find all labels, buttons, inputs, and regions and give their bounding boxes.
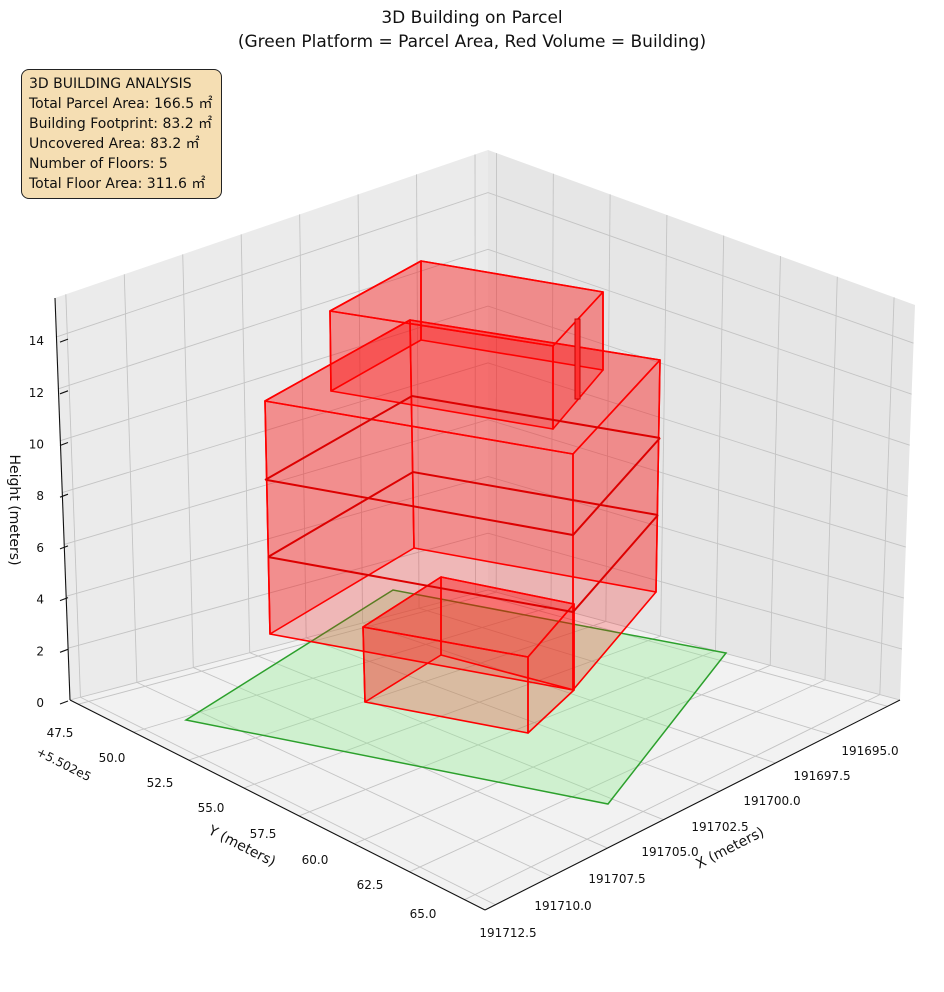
z-tick-label: 12 xyxy=(29,386,44,400)
z-gridline xyxy=(69,589,901,701)
y-gridline xyxy=(298,650,716,817)
x-gridline xyxy=(418,607,832,736)
y-tick-label: 55.0 xyxy=(198,801,225,815)
building-face xyxy=(362,576,575,658)
z-gridline xyxy=(60,305,910,446)
y-gridline xyxy=(354,664,771,845)
y-gridline xyxy=(824,276,838,680)
z-gridline xyxy=(67,532,903,650)
z-tick xyxy=(59,597,69,602)
z-axis-label: Height (meters) xyxy=(6,454,22,565)
x-tick-label: 191695.0 xyxy=(841,744,898,758)
x-axis-line xyxy=(484,699,901,911)
z-tick-label: 2 xyxy=(36,644,44,658)
y-gridline xyxy=(769,256,781,666)
z-tick xyxy=(59,648,69,653)
info-line: Uncovered Area: 83.2 ㎡ xyxy=(29,136,200,152)
z-gridline xyxy=(64,419,906,548)
z-gridline xyxy=(58,248,912,395)
x-tick-label: 191707.5 xyxy=(588,872,645,886)
z-gridline xyxy=(56,192,914,344)
info-line: Building Footprint: 83.2 ㎡ xyxy=(29,116,213,132)
y-tick-label: 62.5 xyxy=(357,878,384,892)
info-box: 3D BUILDING ANALYSIS Total Parcel Area: … xyxy=(21,69,222,199)
x-gridline xyxy=(475,592,888,707)
x-gridline xyxy=(182,254,194,668)
y-gridline xyxy=(550,173,554,607)
floor-line xyxy=(267,514,659,614)
z-tick xyxy=(59,441,69,447)
x-tick-label: 191700.0 xyxy=(743,794,800,808)
y-tick-label: 60.0 xyxy=(302,853,329,867)
chart-title: 3D Building on Parcel xyxy=(381,8,563,28)
z-tick-label: 8 xyxy=(36,489,44,503)
z-tick xyxy=(59,545,69,550)
x-tick-label: 191710.0 xyxy=(534,899,591,913)
x-gridline xyxy=(249,652,664,821)
chart-subtitle: (Green Platform = Parcel Area, Red Volum… xyxy=(237,32,707,52)
floor-pane xyxy=(70,590,900,910)
y-tick-label: 52.5 xyxy=(147,776,174,790)
building-face xyxy=(329,260,604,347)
info-line: Total Parcel Area: 166.5 ㎡ xyxy=(29,96,213,112)
x-gridline xyxy=(80,696,496,906)
y-tick-label: 57.5 xyxy=(250,827,277,841)
z-gridline xyxy=(66,475,904,599)
z-axis-line xyxy=(54,297,71,701)
y-gridline xyxy=(464,694,881,901)
y-gridline xyxy=(879,297,895,695)
z-tick xyxy=(59,700,69,705)
x-gridline xyxy=(240,234,251,653)
y-gridline xyxy=(409,679,826,873)
x-gridline xyxy=(65,294,81,698)
x-gridline xyxy=(123,274,138,683)
x-gridline xyxy=(357,194,364,624)
x-tick-label: 191705.0 xyxy=(641,845,698,859)
y-tick-label: 50.0 xyxy=(99,751,126,765)
z-tick-label: 0 xyxy=(36,696,44,710)
z-tick xyxy=(59,390,69,395)
y-gridline xyxy=(714,235,725,651)
y-offset-text: +5.502e5 xyxy=(34,745,93,784)
y-gridline xyxy=(660,214,668,637)
x-gridline xyxy=(306,637,720,792)
x-gridline xyxy=(416,174,420,609)
z-tick-label: 10 xyxy=(29,438,44,452)
x-tick-label: 191702.5 xyxy=(691,820,748,834)
z-tick-label: 6 xyxy=(36,541,44,555)
x-gridline xyxy=(136,681,552,877)
y-tick-label: 65.0 xyxy=(410,907,437,921)
z-tick xyxy=(59,493,69,498)
y-axis-line xyxy=(69,699,486,911)
x-gridline xyxy=(362,622,776,764)
z-tick xyxy=(59,338,69,343)
building-sliver xyxy=(574,318,581,400)
y-gridline xyxy=(605,194,611,622)
floor-line xyxy=(267,470,659,558)
z-tick-label: 4 xyxy=(36,593,44,607)
x-gridline xyxy=(193,667,608,849)
right-pane xyxy=(488,150,915,700)
info-heading: 3D BUILDING ANALYSIS xyxy=(29,76,192,92)
info-line: Number of Floors: 5 xyxy=(29,156,168,172)
y-tick-label: 47.5 xyxy=(47,726,74,740)
z-gridline xyxy=(62,362,908,497)
x-tick-label: 191697.5 xyxy=(793,769,850,783)
floor-line xyxy=(264,394,661,481)
info-line: Total Floor Area: 311.6 ㎡ xyxy=(29,176,206,192)
x-gridline xyxy=(299,214,307,638)
z-tick-label: 14 xyxy=(29,334,44,348)
x-tick-label: 191712.5 xyxy=(479,926,536,940)
